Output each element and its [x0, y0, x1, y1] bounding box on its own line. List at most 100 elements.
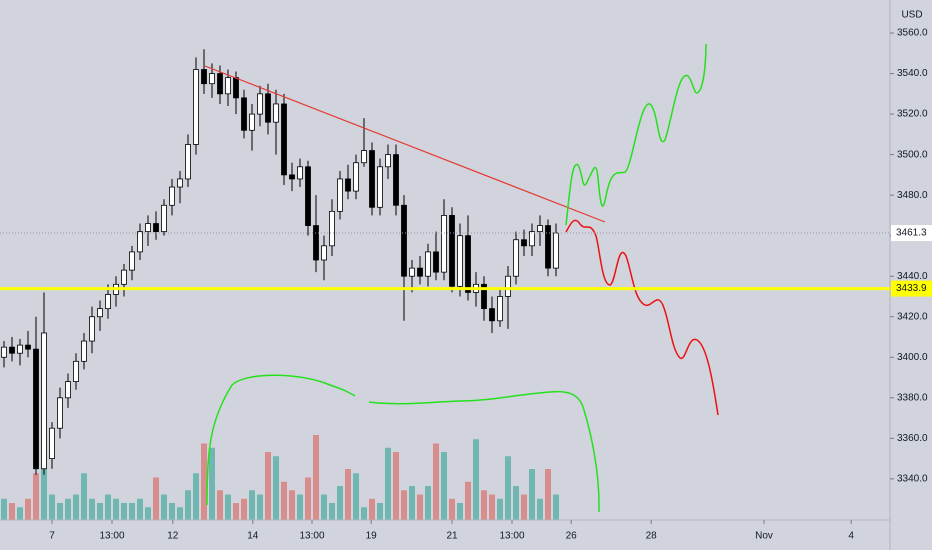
volume-bar: [393, 452, 399, 520]
candle-body: [49, 427, 55, 459]
candle-body: [41, 332, 47, 470]
candle-body: [217, 73, 223, 95]
candle-body: [193, 69, 199, 145]
candle-body: [545, 225, 551, 269]
volume-bar: [473, 439, 479, 520]
candle-body: [17, 344, 23, 354]
volume-bar: [289, 490, 295, 520]
volume-bar: [73, 494, 79, 520]
x-tick-label: 4: [848, 531, 854, 542]
x-tick-label: 7: [49, 531, 55, 542]
candle-body: [9, 346, 15, 354]
volume-bar: [385, 447, 391, 520]
volume-bar: [113, 498, 119, 520]
candle-body: [65, 381, 71, 399]
volume-bar: [241, 498, 247, 520]
candle-body: [513, 239, 519, 277]
volume-bar: [529, 469, 535, 520]
candle-body: [393, 154, 399, 206]
volume-bar: [217, 490, 223, 520]
volume-bar: [209, 447, 215, 520]
candle-body: [481, 283, 487, 310]
volume-bar: [377, 503, 383, 520]
x-tick-label: 13:00: [99, 531, 124, 542]
volume-bar: [145, 507, 151, 520]
volume-bar: [553, 494, 559, 520]
volume-bar: [265, 452, 271, 520]
x-tick-label: 14: [247, 531, 259, 542]
volume-bar: [321, 494, 327, 520]
volume-bar: [401, 490, 407, 520]
candle-body: [489, 308, 495, 322]
volume-bar: [305, 477, 311, 520]
volume-bar: [513, 486, 519, 520]
candle-body: [129, 251, 135, 271]
horizontal-line-label: 3433.9: [896, 283, 927, 294]
candle-body: [1, 346, 7, 358]
candle-body: [497, 296, 503, 322]
candle-body: [377, 166, 383, 208]
y-tick-label: 3500.0: [897, 149, 928, 160]
candle-body: [241, 97, 247, 131]
candle-body: [305, 166, 311, 226]
candle-body: [313, 225, 319, 261]
x-tick-label: 13:00: [499, 531, 524, 542]
candle-body: [105, 294, 111, 310]
candle-body: [257, 93, 263, 115]
volume-bar: [105, 494, 111, 520]
volume-bar: [25, 498, 31, 520]
currency: USD: [901, 10, 922, 21]
volume-bar: [233, 503, 239, 520]
candle-body: [121, 269, 127, 285]
volume-bar: [457, 503, 463, 520]
bullish-projection[interactable]: [565, 43, 707, 226]
volume-bar: [81, 473, 87, 520]
y-tick-label: 3440.0: [897, 271, 928, 282]
x-tick-label: Nov: [755, 531, 773, 542]
candle-body: [441, 215, 447, 273]
volume-bar: [433, 443, 439, 520]
trend-line[interactable]: [204, 65, 606, 223]
volume-bar: [297, 494, 303, 520]
volume-bar: [281, 481, 287, 520]
volume-arc[interactable]: [368, 390, 600, 513]
candle-body: [145, 223, 151, 233]
candle-body: [521, 239, 527, 247]
candle-body: [321, 245, 327, 261]
candle-body: [553, 232, 559, 269]
volume-bar: [449, 498, 455, 520]
candle-body: [209, 73, 215, 85]
volume-bar: [137, 498, 143, 520]
bearish-projection[interactable]: [565, 219, 719, 416]
volume-bar: [329, 503, 335, 520]
x-tick-label: 12: [167, 531, 179, 542]
volume-bar: [417, 494, 423, 520]
candle-body: [297, 166, 303, 180]
candle-body: [337, 178, 343, 212]
candle-body: [457, 235, 463, 287]
volume-bar: [481, 490, 487, 520]
volume-bar: [169, 503, 175, 520]
x-tick-label: 26: [566, 531, 578, 542]
volume-bar: [521, 494, 527, 520]
y-tick-label: 3480.0: [897, 190, 928, 201]
y-tick-label: 3380.0: [897, 392, 928, 403]
y-tick-label: 3420.0: [897, 311, 928, 322]
volume-bar: [361, 507, 367, 520]
volume-bar: [201, 443, 207, 520]
candle-body: [57, 397, 63, 429]
candle-body: [401, 204, 407, 277]
horizontal-line-box: [891, 280, 932, 297]
candle-body: [137, 231, 143, 253]
candle-body: [249, 113, 255, 131]
volume-bar: [89, 498, 95, 520]
candle-body: [281, 103, 287, 176]
candle-body: [265, 93, 271, 123]
candle-body: [185, 144, 191, 180]
volume-bar: [33, 473, 39, 520]
volume-bar: [409, 486, 415, 520]
volume-arc[interactable]: [206, 374, 356, 506]
volume-bar: [353, 473, 359, 520]
candle-body: [97, 308, 103, 318]
